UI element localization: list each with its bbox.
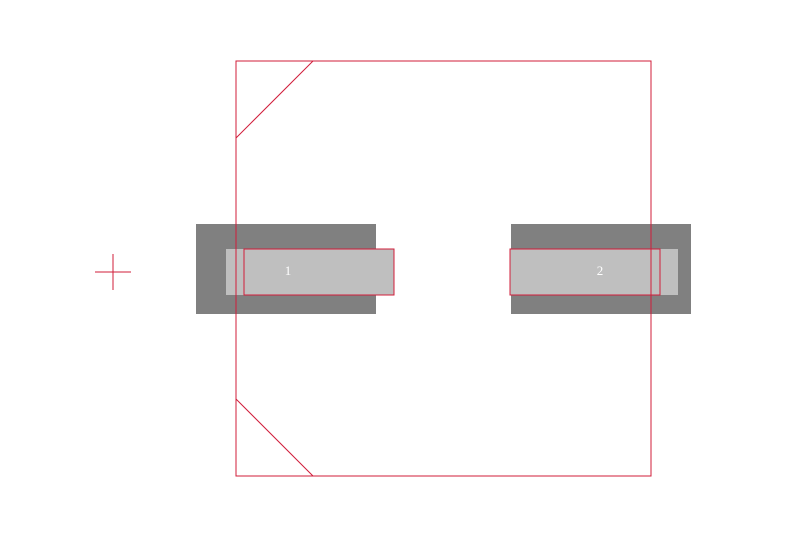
- box-label-2: 2: [597, 263, 604, 278]
- light-rect-1: [226, 249, 394, 295]
- box-label-1: 1: [285, 263, 292, 278]
- light-rect-2: [510, 249, 678, 295]
